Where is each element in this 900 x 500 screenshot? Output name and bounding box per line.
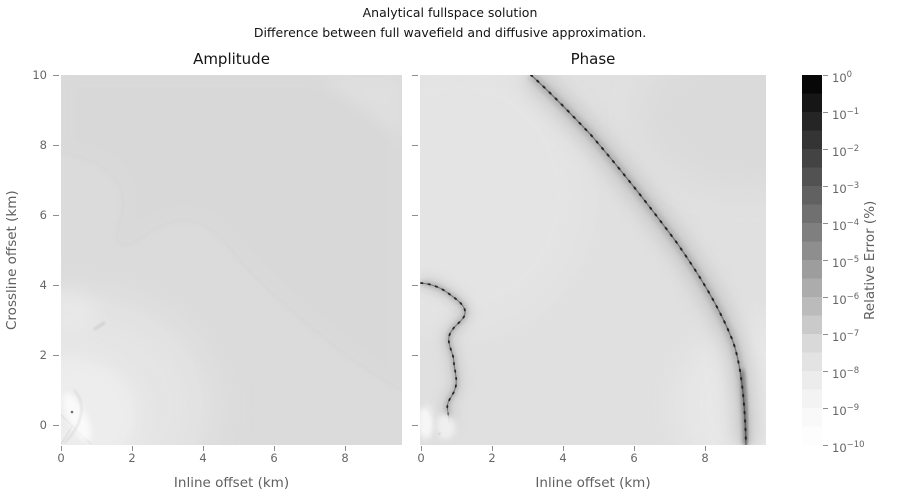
x-axis-label-amplitude: Inline offset (km): [173, 475, 290, 491]
colorbar-tick-mark: [823, 112, 828, 113]
phase-contour-plot: [420, 75, 766, 445]
x-tick-label: 0: [57, 451, 65, 465]
colorbar-tick-label: 10−3: [832, 181, 860, 196]
x-tick-label: 4: [559, 451, 567, 465]
colorbar-axis-label: Relative Error (%): [862, 200, 878, 320]
x-tick-mark: [705, 446, 706, 451]
phase-secondary-ridge-dots: [420, 282, 466, 435]
colorbar-tick-label: 10−8: [832, 366, 860, 381]
colorbar-tick-mark: [823, 334, 828, 335]
x-tick-mark: [132, 446, 133, 451]
x-tick-label: 2: [128, 451, 136, 465]
colorbar-tick-label: 10−1: [832, 107, 860, 122]
amplitude-small-streak: [93, 321, 106, 331]
x-tick-mark: [61, 446, 62, 451]
colorbar-tick-mark: [823, 445, 828, 446]
x-tick-label: 6: [270, 451, 278, 465]
x-tick-label: 6: [630, 451, 638, 465]
figure-header: Analytical fullspace solution Difference…: [0, 3, 900, 43]
phase-main-ridge-dots: [530, 75, 747, 445]
colorbar-tick-mark: [823, 297, 828, 298]
y-tick-mark: [53, 215, 59, 216]
y-tick-mark: [412, 425, 418, 426]
phase-subplot: Phase: [412, 50, 766, 491]
amplitude-contour-boundary: [61, 152, 402, 391]
colorbar-tick-label: 10−4: [832, 218, 860, 233]
colorbar-tick-mark: [823, 186, 828, 187]
y-tick-mark: [412, 75, 418, 76]
y-tick-mark: [53, 425, 59, 426]
colorbar-tick-mark: [823, 75, 828, 76]
colorbar-tick-label: 10−2: [832, 144, 860, 159]
colorbar-tick-label: 10−9: [832, 403, 860, 418]
colorbar-tick-mark: [823, 149, 828, 150]
y-tick-label: 2: [39, 348, 47, 362]
x-tick-mark: [492, 446, 493, 451]
y-tick-label: 8: [39, 138, 47, 152]
x-tick-mark: [421, 446, 422, 451]
figure-subtitle: Difference between full wavefield and di…: [253, 25, 647, 40]
amplitude-title: Amplitude: [193, 50, 270, 68]
phase-main-ridge-dark-tail: [740, 369, 748, 445]
y-tick-mark: [412, 355, 418, 356]
x-tick-label: 8: [701, 451, 709, 465]
y-tick-label: 6: [39, 208, 47, 222]
y-tick-label: 0: [39, 418, 47, 432]
colorbar-tick-label: 100: [832, 70, 853, 85]
phase-upper-right-band: [640, 75, 766, 190]
x-tick-mark: [345, 446, 346, 451]
amplitude-corner-band: [317, 75, 402, 137]
x-tick-mark: [203, 446, 204, 451]
x-tick-label: 0: [417, 451, 425, 465]
x-tick-label: 4: [199, 451, 207, 465]
amplitude-origin-speck: [70, 410, 74, 414]
colorbar-tick-mark: [823, 223, 828, 224]
phase-origin-outline: [421, 404, 437, 436]
phase-title: Phase: [570, 50, 616, 68]
phase-inner-light-zone: [420, 75, 590, 335]
colorbar-tick-mark: [823, 408, 828, 409]
x-tick-label: 2: [488, 451, 496, 465]
x-tick-mark: [634, 446, 635, 451]
colorbar-tick-mark: [823, 371, 828, 372]
colorbar-tick-label: 10−10: [832, 440, 865, 455]
colorbar-tick-label: 10−6: [832, 292, 860, 307]
y-tick-mark: [412, 285, 418, 286]
amplitude-subplot: Amplitude: [32, 50, 402, 491]
amplitude-petal-outline: [63, 389, 82, 444]
colorbar-tick-label: 10−5: [832, 255, 860, 270]
amplitude-upper-contour-band: [61, 75, 402, 390]
y-tick-mark: [412, 145, 418, 146]
figure-title: Analytical fullspace solution: [362, 5, 538, 20]
colorbar: [802, 75, 822, 445]
y-tick-mark: [53, 145, 59, 146]
x-tick-mark: [563, 446, 564, 451]
colorbar-tick-mark: [823, 260, 828, 261]
phase-origin-petal: [420, 405, 434, 439]
amplitude-origin-petal: [63, 393, 91, 441]
amplitude-left-edge-lobe: [61, 291, 99, 335]
amplitude-contour-plot: [61, 75, 402, 445]
x-axis-label-phase: Inline offset (km): [535, 475, 651, 491]
colorbar-tick-label: 10−7: [832, 329, 860, 344]
y-tick-label: 10: [32, 68, 47, 82]
y-tick-label: 4: [39, 278, 47, 292]
phase-origin-lobe: [434, 414, 456, 440]
y-tick-mark: [53, 285, 59, 286]
x-tick-mark: [274, 446, 275, 451]
y-axis-label: Crossline offset (km): [4, 190, 20, 330]
y-tick-mark: [53, 75, 59, 76]
x-tick-label: 8: [341, 451, 349, 465]
y-tick-mark: [412, 215, 418, 216]
y-tick-mark: [53, 355, 59, 356]
